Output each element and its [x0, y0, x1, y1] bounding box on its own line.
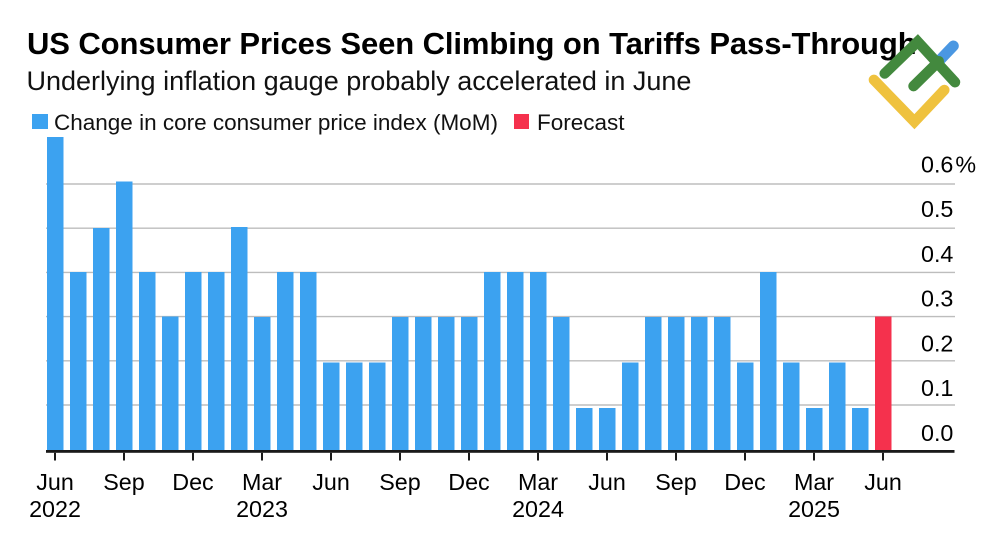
svg-text:Jun: Jun — [312, 469, 350, 495]
svg-text:2023: 2023 — [236, 496, 288, 522]
svg-text:Mar: Mar — [242, 469, 282, 495]
svg-text:2025: 2025 — [788, 496, 840, 522]
svg-text:0.1: 0.1 — [921, 375, 953, 401]
svg-text:Dec: Dec — [172, 469, 214, 495]
svg-text:Jun: Jun — [588, 469, 626, 495]
svg-text:0.5: 0.5 — [921, 196, 953, 222]
svg-text:Sep: Sep — [103, 469, 144, 495]
svg-text:0.4: 0.4 — [921, 241, 953, 267]
svg-text:2024: 2024 — [512, 496, 564, 522]
svg-text:Dec: Dec — [448, 469, 490, 495]
svg-text:Sep: Sep — [655, 469, 696, 495]
svg-text:Mar: Mar — [794, 469, 834, 495]
svg-text:Jun: Jun — [36, 469, 74, 495]
svg-text:Dec: Dec — [724, 469, 766, 495]
svg-text:2022: 2022 — [29, 496, 81, 522]
svg-text:0.0: 0.0 — [921, 420, 953, 446]
svg-text:Jun: Jun — [864, 469, 902, 495]
svg-text:0.3: 0.3 — [921, 286, 953, 312]
svg-text:0.6 %: 0.6 % — [921, 152, 976, 178]
svg-text:Mar: Mar — [518, 469, 558, 495]
svg-text:Sep: Sep — [379, 469, 420, 495]
svg-text:0.2: 0.2 — [921, 330, 953, 356]
